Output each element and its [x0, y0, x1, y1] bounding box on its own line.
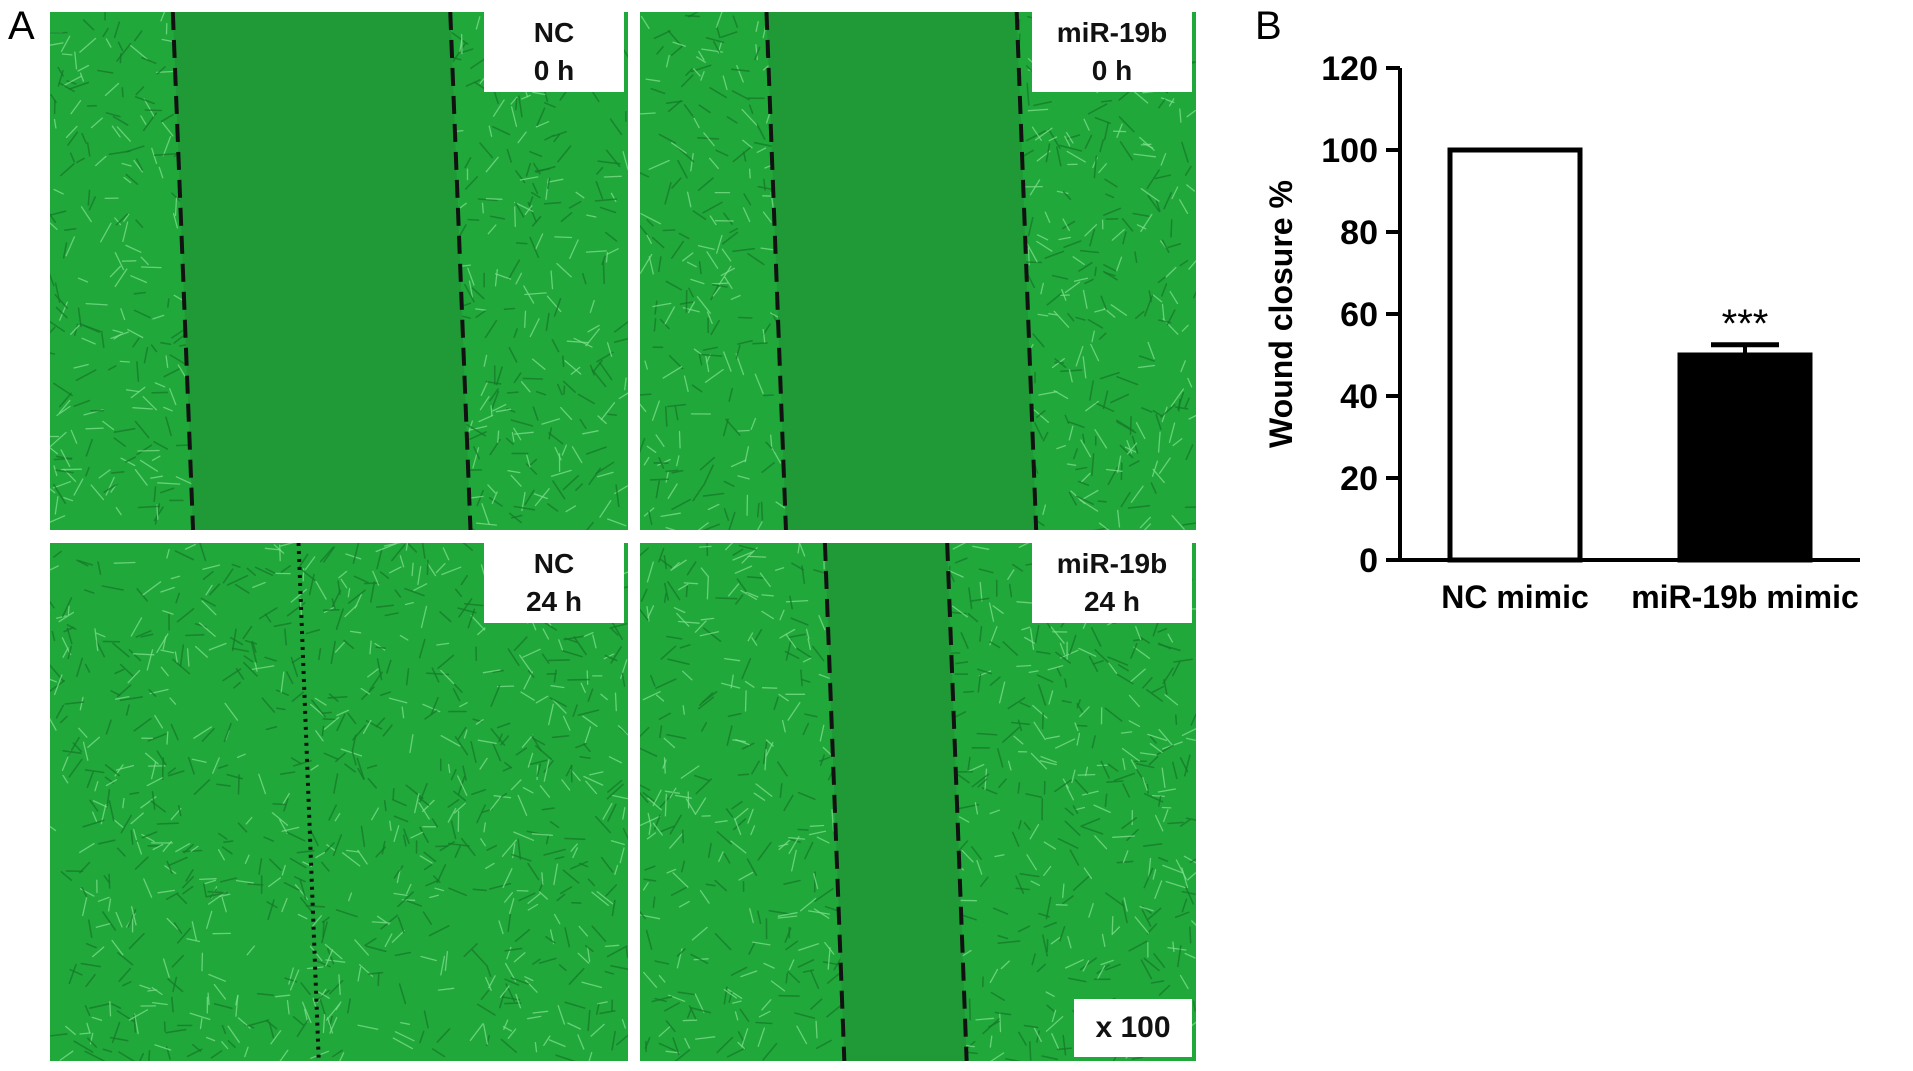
label-line-condition: miR-19b — [1056, 17, 1168, 48]
label-line-time: 0 h — [1091, 55, 1133, 86]
y-axis-label: Wound closure % — [1263, 180, 1299, 448]
y-tick-label: 60 — [1340, 296, 1378, 334]
label-line-condition: miR-19b — [1056, 548, 1168, 579]
label-line-condition: NC — [533, 548, 575, 579]
bar — [1447, 147, 1583, 563]
micrograph-label-nc-0h: NC 0 h — [484, 12, 624, 92]
y-tick-label: 120 — [1321, 50, 1378, 88]
bar — [1677, 352, 1813, 563]
label-line-condition: NC — [533, 17, 575, 48]
y-tick-label: 100 — [1321, 132, 1378, 170]
magnification-label: x 100 — [1074, 999, 1192, 1057]
y-tick-label: 0 — [1359, 542, 1378, 580]
micrograph-label-mir19b-0h: miR-19b 0 h — [1032, 12, 1192, 92]
micrograph-label-mir19b-24h: miR-19b 24 h — [1032, 543, 1192, 623]
significance-label: *** — [1722, 302, 1769, 346]
micrograph-mir19b-24h: miR-19b 24 h x 100 — [640, 543, 1196, 1061]
wound-closure-chart: 0 20 40 60 80 100 120 Wound closure % NC mimic **… — [1263, 50, 1860, 615]
panel-b-letter: B — [1255, 4, 1282, 48]
micrograph-nc-24h: NC 24 h — [50, 543, 628, 1061]
micrograph-nc-0h: NC 0 h — [50, 12, 628, 530]
y-tick-label: 20 — [1340, 460, 1378, 498]
x-tick-label: NC mimic — [1441, 579, 1589, 615]
y-tick-label: 80 — [1340, 214, 1378, 252]
micrograph-mir19b-0h: miR-19b 0 h — [640, 12, 1196, 530]
label-line-time: 24 h — [525, 586, 583, 617]
micrograph-label-nc-24h: NC 24 h — [484, 543, 624, 623]
x-tick-label: miR-19b mimic — [1631, 579, 1859, 615]
label-line-time: 0 h — [533, 55, 575, 86]
panel-a-letter: A — [8, 4, 35, 48]
y-tick-label: 40 — [1340, 378, 1378, 416]
label-line-time: 24 h — [1083, 586, 1141, 617]
